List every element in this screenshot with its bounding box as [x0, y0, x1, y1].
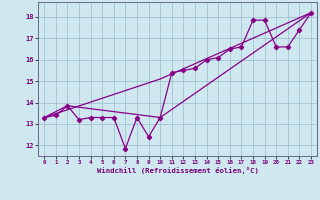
X-axis label: Windchill (Refroidissement éolien,°C): Windchill (Refroidissement éolien,°C) [97, 167, 259, 174]
